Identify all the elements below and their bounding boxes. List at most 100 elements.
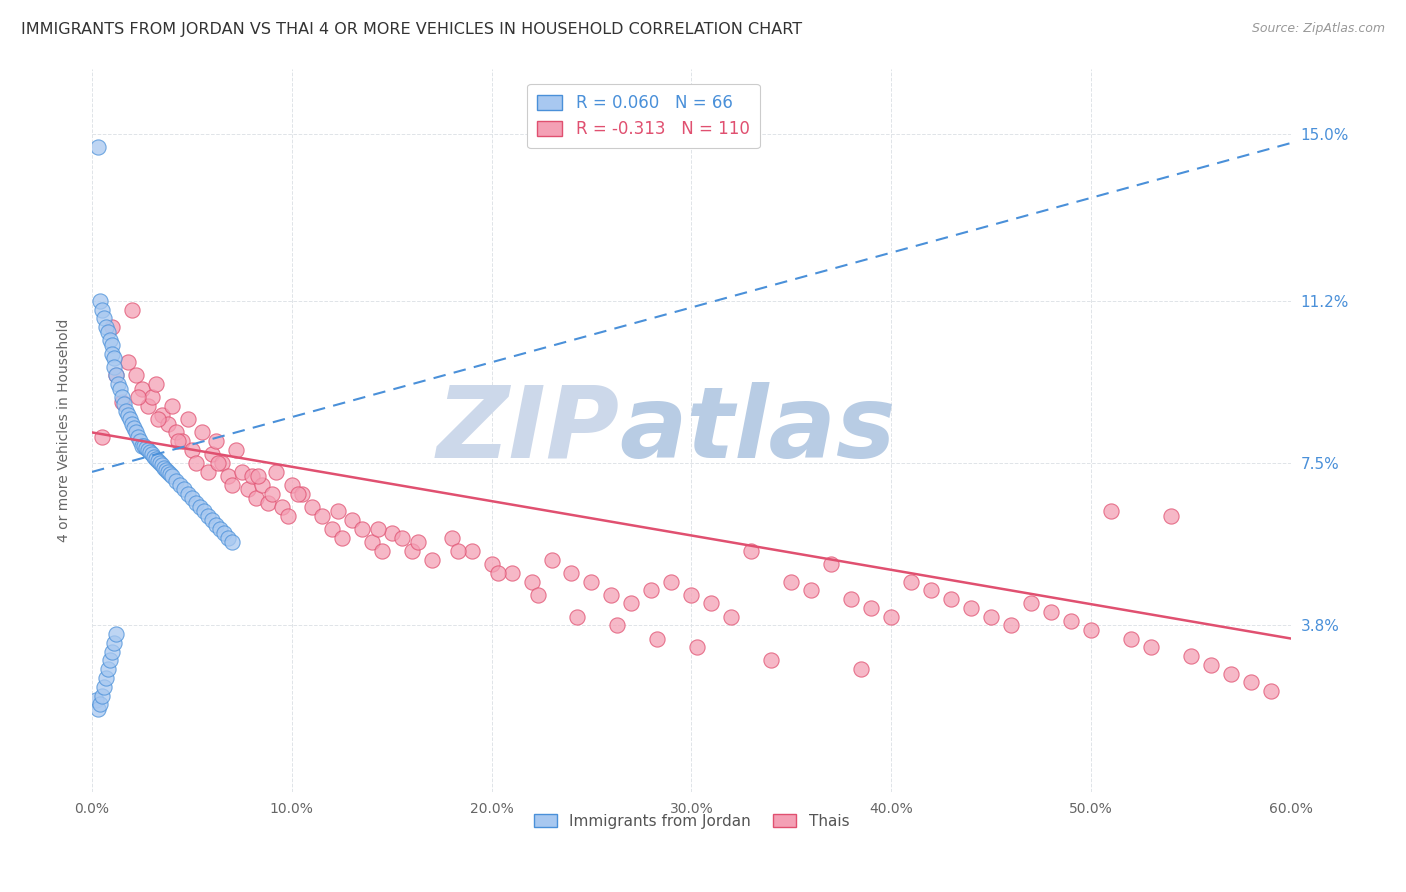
Point bbox=[217, 531, 239, 545]
Point bbox=[160, 469, 183, 483]
Point bbox=[1160, 508, 1182, 523]
Point bbox=[94, 320, 117, 334]
Point bbox=[330, 531, 353, 545]
Point bbox=[117, 355, 139, 369]
Point bbox=[1199, 657, 1222, 672]
Point bbox=[149, 456, 172, 470]
Point bbox=[264, 465, 287, 479]
Point bbox=[391, 531, 413, 545]
Point bbox=[245, 491, 267, 506]
Point bbox=[111, 394, 134, 409]
Point bbox=[145, 377, 167, 392]
Point bbox=[180, 442, 202, 457]
Point bbox=[281, 478, 304, 492]
Point bbox=[221, 535, 243, 549]
Point bbox=[93, 311, 115, 326]
Point bbox=[146, 412, 169, 426]
Point bbox=[184, 456, 207, 470]
Point bbox=[89, 698, 111, 712]
Point bbox=[920, 583, 942, 598]
Point bbox=[177, 487, 200, 501]
Point bbox=[141, 390, 163, 404]
Point bbox=[270, 500, 292, 514]
Point bbox=[211, 456, 233, 470]
Point bbox=[155, 463, 177, 477]
Point bbox=[159, 467, 181, 481]
Point bbox=[250, 478, 273, 492]
Point bbox=[91, 689, 114, 703]
Point bbox=[340, 513, 363, 527]
Point bbox=[156, 417, 179, 431]
Y-axis label: 4 or more Vehicles in Household: 4 or more Vehicles in Household bbox=[58, 318, 72, 542]
Point bbox=[567, 609, 589, 624]
Point bbox=[121, 302, 143, 317]
Point bbox=[1019, 596, 1042, 610]
Point bbox=[98, 334, 121, 348]
Point bbox=[581, 574, 603, 589]
Point bbox=[131, 439, 153, 453]
Point bbox=[165, 425, 187, 440]
Point bbox=[127, 430, 149, 444]
Point bbox=[1060, 614, 1083, 628]
Point bbox=[686, 640, 709, 655]
Text: Source: ZipAtlas.com: Source: ZipAtlas.com bbox=[1251, 22, 1385, 36]
Point bbox=[150, 458, 173, 473]
Point bbox=[761, 653, 783, 667]
Point bbox=[188, 500, 211, 514]
Point bbox=[104, 368, 127, 383]
Point bbox=[1260, 684, 1282, 698]
Point bbox=[800, 583, 823, 598]
Point bbox=[820, 557, 842, 571]
Point bbox=[184, 495, 207, 509]
Point bbox=[101, 337, 124, 351]
Point bbox=[620, 596, 643, 610]
Point bbox=[560, 566, 582, 580]
Point bbox=[526, 588, 548, 602]
Point bbox=[108, 382, 131, 396]
Point bbox=[112, 397, 135, 411]
Point bbox=[326, 504, 349, 518]
Point bbox=[94, 671, 117, 685]
Point bbox=[103, 636, 125, 650]
Point bbox=[141, 447, 163, 461]
Point bbox=[169, 478, 191, 492]
Point bbox=[125, 368, 148, 383]
Point bbox=[367, 522, 389, 536]
Point bbox=[860, 600, 883, 615]
Point bbox=[205, 517, 228, 532]
Point bbox=[89, 293, 111, 308]
Point bbox=[880, 609, 903, 624]
Point bbox=[197, 508, 219, 523]
Point bbox=[851, 662, 873, 676]
Point bbox=[939, 592, 962, 607]
Point bbox=[104, 627, 127, 641]
Point bbox=[301, 500, 323, 514]
Point bbox=[153, 460, 176, 475]
Point bbox=[177, 412, 200, 426]
Point bbox=[600, 588, 623, 602]
Point bbox=[1000, 618, 1022, 632]
Point bbox=[780, 574, 803, 589]
Point bbox=[980, 609, 1002, 624]
Point bbox=[1240, 675, 1263, 690]
Point bbox=[420, 552, 443, 566]
Point bbox=[647, 632, 669, 646]
Point bbox=[208, 522, 231, 536]
Point bbox=[201, 447, 224, 461]
Point bbox=[201, 513, 224, 527]
Point bbox=[132, 439, 155, 453]
Point bbox=[440, 531, 463, 545]
Point bbox=[167, 434, 190, 449]
Point bbox=[640, 583, 662, 598]
Point bbox=[87, 140, 110, 154]
Point bbox=[142, 450, 165, 464]
Point bbox=[160, 399, 183, 413]
Point bbox=[231, 465, 253, 479]
Point bbox=[170, 434, 193, 449]
Point bbox=[460, 544, 482, 558]
Point bbox=[125, 425, 148, 440]
Point bbox=[681, 588, 703, 602]
Point bbox=[127, 390, 149, 404]
Point bbox=[240, 469, 263, 483]
Point bbox=[321, 522, 343, 536]
